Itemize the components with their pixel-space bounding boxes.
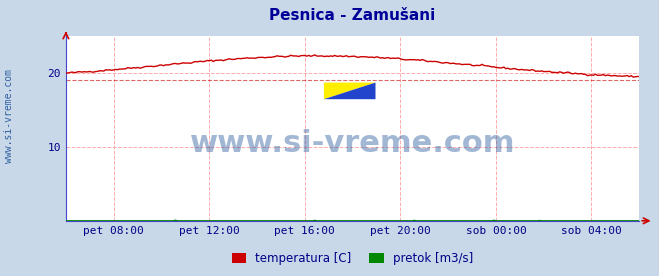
Text: www.si-vreme.com: www.si-vreme.com <box>190 129 515 158</box>
Polygon shape <box>324 83 376 99</box>
Text: Pesnica - Zamušani: Pesnica - Zamušani <box>270 8 436 23</box>
Polygon shape <box>324 83 376 99</box>
Legend: temperatura [C], pretok [m3/s]: temperatura [C], pretok [m3/s] <box>227 248 478 270</box>
Text: www.si-vreme.com: www.si-vreme.com <box>3 69 14 163</box>
